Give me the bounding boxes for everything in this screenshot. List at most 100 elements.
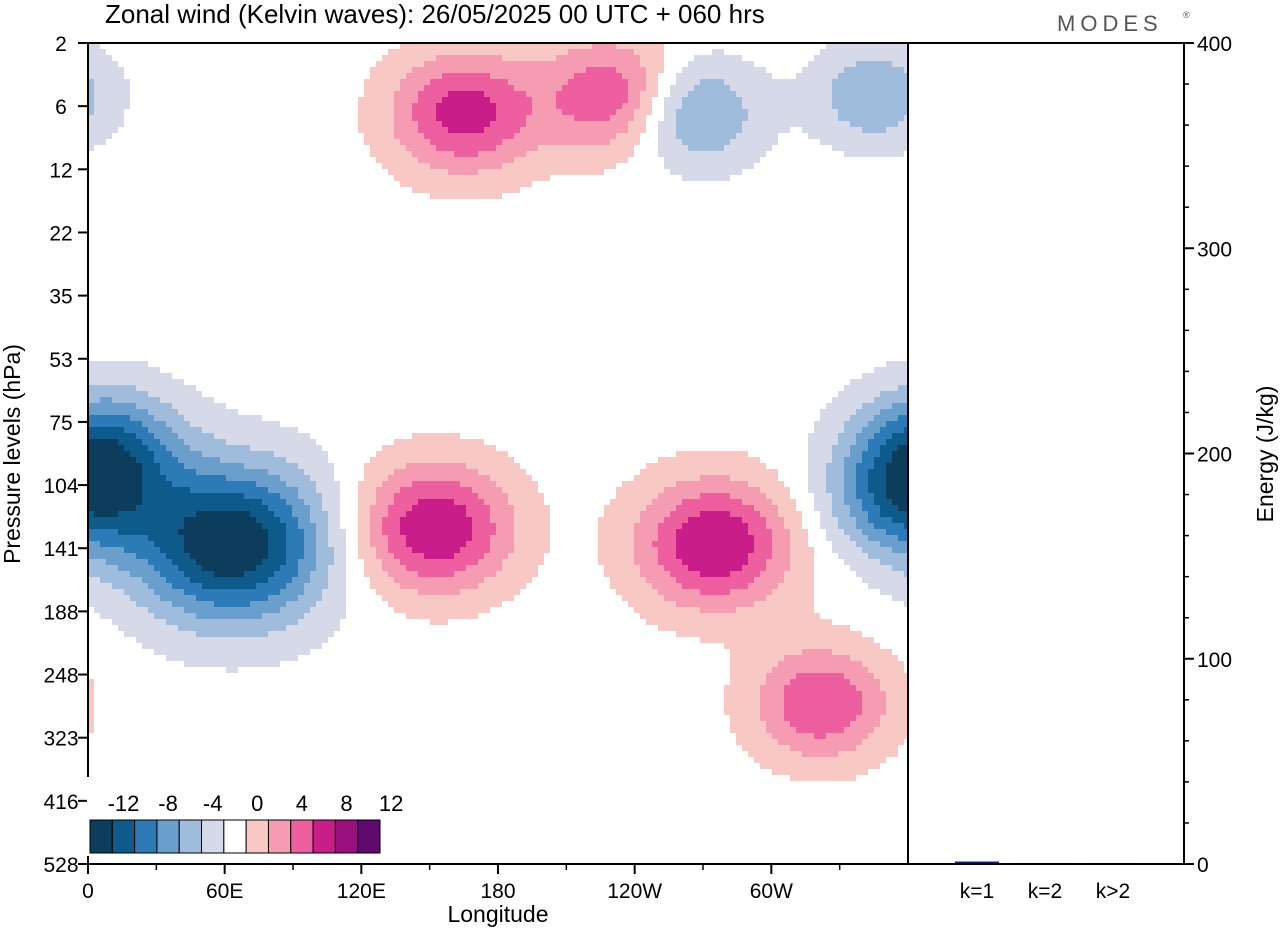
heatmap-cell <box>514 121 520 127</box>
heatmap-cell <box>664 511 670 517</box>
heatmap-cell <box>844 55 850 61</box>
heatmap-cell <box>658 565 664 571</box>
heatmap-cell <box>286 439 292 445</box>
heatmap-cell <box>190 403 196 409</box>
heatmap-cell <box>388 457 394 463</box>
heatmap-cell <box>526 499 532 505</box>
heatmap-cell <box>232 541 238 547</box>
heatmap-cell <box>532 109 538 115</box>
heatmap-cell <box>394 133 400 139</box>
heatmap-cell <box>460 163 466 169</box>
heatmap-cell <box>826 481 832 487</box>
heatmap-cell <box>502 43 508 49</box>
heatmap-cell <box>850 511 856 517</box>
heatmap-cell <box>898 97 904 103</box>
heatmap-cell <box>304 445 310 451</box>
heatmap-cell <box>886 559 892 565</box>
heatmap-cell <box>430 553 436 559</box>
heatmap-cell <box>706 505 712 511</box>
heatmap-cell <box>322 553 328 559</box>
heatmap-cell <box>862 79 868 85</box>
heatmap-cell <box>520 511 526 517</box>
heatmap-cell <box>148 529 154 535</box>
heatmap-cell <box>508 463 514 469</box>
heatmap-cell <box>766 127 772 133</box>
heatmap-cell <box>88 145 94 151</box>
heatmap-cell <box>130 481 136 487</box>
heatmap-cell <box>832 541 838 547</box>
heatmap-cell <box>874 565 880 571</box>
heatmap-cell <box>148 553 154 559</box>
heatmap-cell <box>286 565 292 571</box>
heatmap-cell <box>886 145 892 151</box>
heatmap-cell <box>646 55 652 61</box>
heatmap-cell <box>772 91 778 97</box>
heatmap-cell <box>496 181 502 187</box>
heatmap-cell <box>454 463 460 469</box>
heatmap-cell <box>478 109 484 115</box>
heatmap-cell <box>898 145 904 151</box>
heatmap-cell <box>334 493 340 499</box>
heatmap-cell <box>604 151 610 157</box>
heatmap-cell <box>760 109 766 115</box>
heatmap-cell <box>130 433 136 439</box>
heatmap-cell <box>526 175 532 181</box>
heatmap-cell <box>112 379 118 385</box>
heatmap-cell <box>88 397 94 403</box>
heatmap-cell <box>550 133 556 139</box>
heatmap-cell <box>88 97 94 103</box>
heatmap-cell <box>778 97 784 103</box>
heatmap-cell <box>388 133 394 139</box>
heatmap-cell <box>796 517 802 523</box>
heatmap-cell <box>400 43 406 49</box>
heatmap-cell <box>904 97 908 103</box>
heatmap-cell <box>262 577 268 583</box>
heatmap-cell <box>808 469 814 475</box>
heatmap-cell <box>94 517 100 523</box>
heatmap-cell <box>298 565 304 571</box>
heatmap-cell <box>856 49 862 55</box>
heatmap-cell <box>160 373 166 379</box>
heatmap-cell <box>670 487 676 493</box>
heatmap-cell <box>136 421 142 427</box>
heatmap-cell <box>88 61 94 67</box>
heatmap-cell <box>382 157 388 163</box>
heatmap-cell <box>628 43 634 49</box>
heatmap-cell <box>688 553 694 559</box>
heatmap-cell <box>856 493 862 499</box>
heatmap-cell <box>742 559 748 565</box>
heatmap-cell <box>700 127 706 133</box>
heatmap-cell <box>232 547 238 553</box>
heatmap-cell <box>136 397 142 403</box>
heatmap-cell <box>844 475 850 481</box>
heatmap-cell <box>136 361 142 367</box>
heatmap-cell <box>310 523 316 529</box>
heatmap-cell <box>124 547 130 553</box>
heatmap-cell <box>142 523 148 529</box>
heatmap-cell <box>490 49 496 55</box>
heatmap-cell <box>718 91 724 97</box>
heatmap-cell <box>730 499 736 505</box>
heatmap-cell <box>724 139 730 145</box>
heatmap-cell <box>538 535 544 541</box>
heatmap-cell <box>688 133 694 139</box>
heatmap-cell <box>268 451 274 457</box>
heatmap-cell <box>748 79 754 85</box>
heatmap-cell <box>376 523 382 529</box>
heatmap-cell <box>130 541 136 547</box>
heatmap-cell <box>244 505 250 511</box>
heatmap-cell <box>190 523 196 529</box>
heatmap-cell <box>424 55 430 61</box>
heatmap-cell <box>508 121 514 127</box>
heatmap-cell <box>682 85 688 91</box>
heatmap-cell <box>292 457 298 463</box>
chart-title: Zonal wind (Kelvin waves): 26/05/2025 00… <box>105 0 765 29</box>
heatmap-cell <box>214 427 220 433</box>
heatmap-cell <box>268 493 274 499</box>
heatmap-cell <box>580 133 586 139</box>
heatmap-cell <box>676 457 682 463</box>
heatmap-cell <box>652 43 658 49</box>
heatmap-cell <box>244 457 250 463</box>
heatmap-cell <box>406 529 412 535</box>
heatmap-cell <box>886 511 892 517</box>
